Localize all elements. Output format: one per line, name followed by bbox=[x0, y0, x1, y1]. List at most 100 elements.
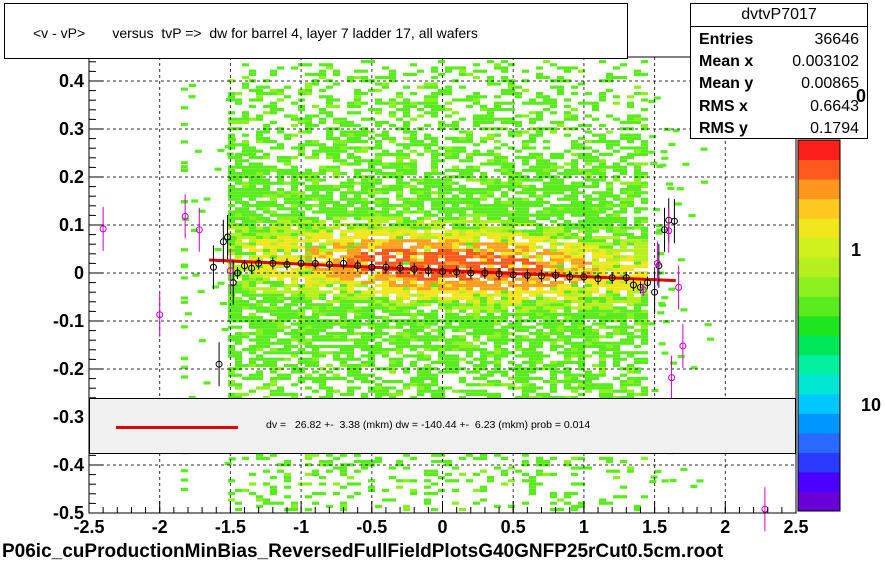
histogram-cell bbox=[536, 156, 543, 160]
histogram-cell bbox=[522, 370, 529, 374]
histogram-cell bbox=[480, 456, 487, 460]
histogram-cell bbox=[571, 127, 578, 131]
histogram-cell bbox=[599, 204, 606, 208]
histogram-cell bbox=[270, 389, 277, 393]
histogram-cell bbox=[452, 146, 459, 150]
histogram-cell bbox=[466, 360, 473, 364]
x-tick-label: 1.5 bbox=[642, 517, 667, 537]
histogram-cell bbox=[466, 156, 473, 160]
histogram-cell bbox=[627, 140, 634, 144]
histogram-cell bbox=[375, 197, 382, 201]
histogram-cell bbox=[403, 261, 410, 265]
histogram-cell bbox=[627, 380, 634, 384]
histogram-cell bbox=[466, 213, 473, 217]
histogram-cell bbox=[466, 296, 473, 300]
histogram-cell bbox=[242, 159, 249, 163]
histogram-cell bbox=[368, 162, 375, 166]
histogram-cell bbox=[431, 223, 438, 227]
histogram-cell bbox=[571, 172, 578, 176]
histogram-cell bbox=[480, 258, 487, 262]
profile-point bbox=[195, 226, 203, 234]
histogram-cell bbox=[438, 274, 445, 278]
histogram-cell bbox=[256, 191, 263, 195]
histogram-cell bbox=[606, 392, 613, 396]
histogram-cell bbox=[319, 95, 326, 99]
histogram-cell bbox=[305, 252, 312, 256]
histogram-cell bbox=[480, 220, 487, 224]
histogram-cell bbox=[452, 232, 459, 236]
histogram-cell bbox=[277, 194, 284, 198]
histogram-cell bbox=[263, 383, 270, 387]
histogram-cell bbox=[550, 495, 557, 499]
histogram-cell bbox=[529, 277, 536, 281]
histogram-cell bbox=[305, 255, 312, 259]
histogram-cell bbox=[627, 95, 634, 99]
histogram-cell bbox=[333, 351, 340, 355]
histogram-cell bbox=[242, 332, 249, 336]
histogram-cell bbox=[536, 258, 543, 262]
histogram-cell bbox=[480, 389, 487, 393]
histogram-cell bbox=[564, 210, 571, 214]
histogram-cell bbox=[494, 335, 501, 339]
histogram-cell bbox=[340, 472, 347, 476]
histogram-cell bbox=[382, 120, 389, 124]
histogram-cell bbox=[641, 197, 648, 201]
histogram-cell bbox=[347, 146, 354, 150]
histogram-cell bbox=[543, 168, 550, 172]
histogram-cell bbox=[515, 322, 522, 326]
histogram-cell bbox=[396, 197, 403, 201]
histogram-cell bbox=[235, 101, 242, 105]
histogram-cell bbox=[599, 386, 606, 390]
histogram-cell bbox=[522, 380, 529, 384]
histogram-cell bbox=[228, 316, 235, 320]
histogram-cell bbox=[585, 236, 592, 240]
histogram-cell bbox=[529, 146, 536, 150]
histogram-cell bbox=[515, 85, 522, 89]
histogram-cell bbox=[347, 351, 354, 355]
histogram-cell bbox=[431, 274, 438, 278]
histogram-cell bbox=[431, 469, 438, 473]
histogram-cell bbox=[445, 245, 452, 249]
histogram-cell bbox=[319, 255, 326, 259]
histogram-cell bbox=[284, 239, 291, 243]
histogram-cell bbox=[641, 309, 648, 313]
histogram-cell bbox=[389, 213, 396, 217]
histogram-cell bbox=[228, 300, 235, 304]
histogram-cell bbox=[305, 232, 312, 236]
histogram-cell bbox=[599, 60, 606, 64]
histogram-cell bbox=[284, 168, 291, 172]
y-tick-label: 0 bbox=[74, 263, 84, 283]
histogram-cell bbox=[473, 210, 480, 214]
histogram-cell bbox=[487, 216, 494, 220]
histogram-cell bbox=[242, 204, 249, 208]
histogram-cell bbox=[592, 364, 599, 368]
histogram-cell bbox=[606, 191, 613, 195]
histogram-cell bbox=[564, 383, 571, 387]
histogram-cell bbox=[424, 479, 431, 483]
histogram-cell bbox=[228, 457, 236, 461]
histogram-cell bbox=[382, 332, 389, 336]
histogram-cell bbox=[550, 312, 557, 316]
histogram-cell bbox=[326, 344, 333, 348]
histogram-cell bbox=[235, 332, 242, 336]
histogram-cell bbox=[431, 492, 438, 496]
histogram-cell bbox=[431, 482, 438, 486]
histogram-cell bbox=[466, 159, 473, 163]
histogram-cell bbox=[284, 508, 291, 512]
histogram-cell bbox=[305, 280, 312, 284]
histogram-cell bbox=[494, 322, 501, 326]
histogram-cell bbox=[522, 472, 529, 476]
histogram-cell bbox=[592, 104, 599, 108]
histogram-cell bbox=[417, 220, 424, 224]
histogram-cell bbox=[235, 191, 242, 195]
histogram-cell bbox=[291, 332, 298, 336]
histogram-cell bbox=[613, 357, 620, 361]
histogram-cell bbox=[494, 453, 501, 457]
histogram-cell bbox=[571, 66, 578, 70]
histogram-cell bbox=[431, 66, 438, 70]
histogram-cell bbox=[452, 252, 459, 256]
histogram-cell bbox=[361, 290, 368, 294]
histogram-cell bbox=[184, 312, 192, 316]
histogram-cell bbox=[291, 239, 298, 243]
histogram-cell bbox=[466, 245, 473, 249]
